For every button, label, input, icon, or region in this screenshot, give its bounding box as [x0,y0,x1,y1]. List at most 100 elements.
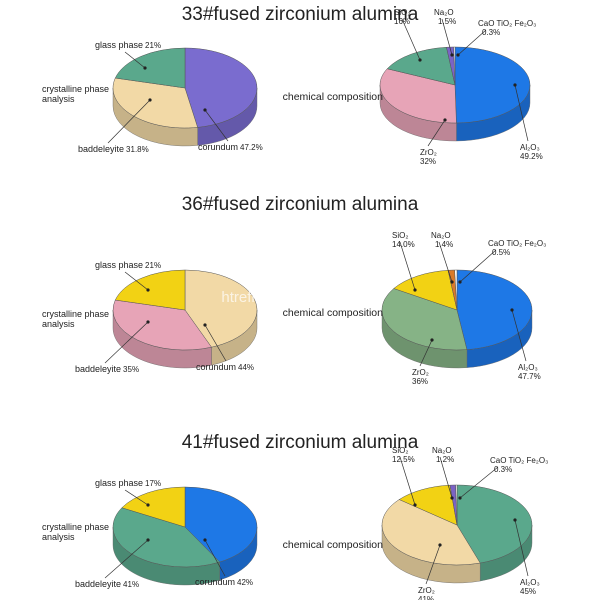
leader-line [419,339,433,367]
data-label-corundum: corundum 42% [195,577,253,587]
leader-line [104,539,149,579]
data-label-glass-phase: glass phase 17% [95,478,161,488]
data-label-baddeleyite: baddeleyite 35% [75,364,139,374]
pie-chart-3: 36#fused zirconium alumina crystalline ph… [42,194,419,374]
leader-dot [203,323,207,327]
data-label-sio: SiO₂ 14.0% [392,231,415,249]
leader-dot [418,58,422,62]
leader-line [204,109,229,142]
pie-slice-baddeleyite [112,299,212,351]
pie-chart-5: 41#fused zirconium alumina crystalline ph… [42,432,419,589]
side-label: chemical composition [283,307,384,319]
leader-line [438,241,453,283]
pie-chart-2: chemical composition Al₂O₃ 49.2% ZrO₂ 32% SiO… [283,8,543,166]
pie-slice-corundum [184,486,258,563]
pie-slice-glass-phase [114,47,186,89]
data-label-corundum: corundum 47.2% [198,142,263,152]
pie-slice-zro [381,288,468,351]
chart-title: 36#fused zirconium alumina [182,194,419,215]
leader-line [401,18,421,61]
data-label-baddeleyite: baddeleyite 41% [75,579,139,589]
pie-chart-4: chemical composition Al₂O₃ 47.7% ZrO₂ 36% SiO… [283,231,547,386]
data-label-cao-tio-fe-o: CaO TiO₂ Fe₂O₃ 0.3% [490,456,548,474]
pie-slice-zro [379,68,457,124]
leader-line [107,99,151,144]
pie-slice-baddeleyite [112,77,198,129]
leader-dot [513,518,517,522]
leader-dot [450,53,454,57]
leader-dot [146,538,150,542]
leader-line [427,119,446,147]
leader-dot [450,280,454,284]
pie-slice-sio [386,46,456,86]
pie-slice-cao-tio-fe-o [453,46,456,86]
pie-slice-corundum [184,47,258,128]
leader-line [457,29,487,56]
leader-line [104,321,149,364]
side-label: crystalline phase analysis [42,522,109,542]
data-label-al-o: Al₂O₃ 45% [520,578,540,596]
pie-slice-al-o [454,46,531,124]
pie-slice-sio [393,270,458,311]
leader-dot [203,108,207,112]
side-label: chemical composition [283,91,384,103]
data-label-cao-tio-fe-o: CaO TiO₂ Fe₂O₃ 0.5% [488,239,546,257]
pie-slice-al-o [456,484,533,564]
data-label-cao-tio-fe-o: CaO TiO₂ Fe₂O₃ 0.3% [478,19,536,37]
leader-dot [510,308,514,312]
leader-line [514,519,529,577]
pie-slice-cao-tio-fe-o [454,269,458,311]
pie-slice-sio [398,484,458,526]
pie-slice-zro [381,499,481,566]
leader-line [124,489,149,506]
side-label: crystalline phase analysis [42,309,109,329]
leader-line [399,456,416,506]
pie-slice-glass-phase [114,269,186,311]
data-label-al-o: Al₂O₃ 49.2% [520,143,543,161]
side-label: chemical composition [283,539,384,551]
pie-slice-cao-tio-fe-o [455,484,458,526]
pie-slice-glass-phase [121,486,186,528]
data-label-glass-phase: glass phase 21% [95,40,161,50]
leader-line [124,271,149,291]
data-label-corundum: corundum 44% [196,362,254,372]
leader-line [511,309,527,362]
leader-dot [148,98,152,102]
data-label-sio: SiO₂ 12.5% [392,446,415,464]
data-label-zro: ZrO₂ 36% [412,368,429,386]
leader-dot [146,288,150,292]
chart-title: 41#fused zirconium alumina [182,432,419,453]
pie-slice-baddeleyite [112,507,221,568]
leader-line [425,544,441,585]
leader-dot [513,83,517,87]
leader-dot [438,543,442,547]
leader-dot [413,503,417,507]
leader-dot [443,118,447,122]
pie-slice-corundum [184,269,258,348]
data-label-zro: ZrO₂ 32% [420,148,437,166]
leader-line [514,84,529,142]
leader-dot [458,280,462,284]
leader-line [459,249,497,283]
watermark-text: htrefractory.com [221,289,328,306]
data-label-sio: SiO₂ 16% [394,8,410,26]
leader-line [399,241,416,291]
leader-line [204,324,227,362]
data-label-baddeleyite: baddeleyite 31.8% [78,144,149,154]
leader-dot [450,496,454,500]
leader-dot [203,538,207,542]
data-label-al-o: Al₂O₃ 47.7% [518,363,541,381]
pie-chart-1: 33#fused zirconium alumina crystalline ph… [42,4,419,154]
leader-dot [143,66,147,70]
pie-slice-al-o [456,269,533,350]
data-label-na-o: Na₂O 1.4% [431,231,453,249]
data-label-na-o: Na₂O 1.2% [432,446,454,464]
leader-line [459,466,499,499]
leader-dot [430,338,434,342]
data-label-zro: ZrO₂ 41% [418,586,435,600]
leader-dot [413,288,417,292]
leader-line [439,456,453,499]
leader-line [441,18,453,56]
pie-chart-6: chemical composition Al₂O₃ 45% ZrO₂ 41% SiO₂ 1… [283,446,549,600]
